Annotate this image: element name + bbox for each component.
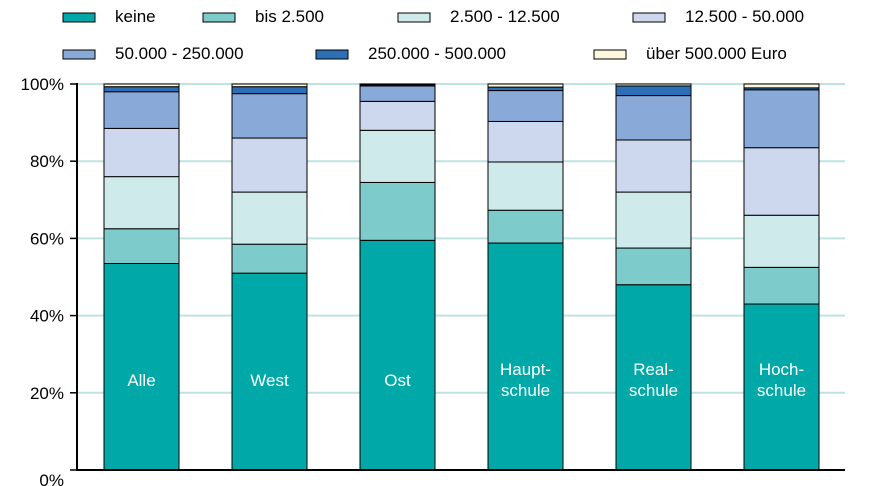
bar-segment bbox=[743, 147, 820, 216]
legend-label: bis 2.500 bbox=[255, 7, 324, 26]
bar-segment bbox=[359, 239, 436, 471]
bar-segment bbox=[615, 191, 692, 249]
bar-segment bbox=[359, 181, 436, 241]
legend-swatch bbox=[62, 49, 96, 60]
bar-segment bbox=[615, 83, 692, 87]
bar-segment bbox=[487, 120, 564, 163]
category-label: schule bbox=[757, 381, 806, 400]
bar-segment bbox=[103, 176, 180, 230]
bar-segment bbox=[103, 127, 180, 178]
legend-label: 2.500 - 12.500 bbox=[450, 7, 560, 26]
legend: keine bis 2.500 2.500 - 12.500 12.500 - 50.… bbox=[62, 7, 804, 63]
legend-swatch bbox=[202, 12, 236, 23]
bar-segment bbox=[487, 90, 564, 122]
bar-segment bbox=[231, 83, 308, 88]
bar-segment bbox=[231, 191, 308, 245]
category-label: Haupt- bbox=[500, 360, 551, 379]
category-label: Alle bbox=[127, 371, 155, 390]
gridlines bbox=[78, 83, 845, 394]
category-label: schule bbox=[501, 381, 550, 400]
legend-swatch bbox=[593, 49, 627, 60]
bar-stack: West bbox=[231, 83, 308, 471]
legend-swatch bbox=[397, 12, 431, 23]
bar-segment bbox=[743, 303, 820, 471]
legend-label: über 500.000 Euro bbox=[646, 44, 787, 63]
y-tick-label: 40% bbox=[30, 307, 64, 326]
bar-segment bbox=[615, 247, 692, 286]
bar-segment bbox=[103, 83, 180, 88]
category-label: Ost bbox=[384, 371, 411, 390]
bar-segment bbox=[103, 228, 180, 264]
bar-segment bbox=[231, 86, 308, 95]
bar-segment bbox=[231, 272, 308, 471]
bar-segment bbox=[103, 86, 180, 93]
bar-segment bbox=[103, 262, 180, 471]
bar-segment bbox=[743, 214, 820, 268]
y-tick-label: 0% bbox=[39, 471, 64, 486]
bar-stack: Real-schule bbox=[615, 83, 692, 471]
legend-swatch bbox=[62, 12, 96, 23]
category-label: Hoch- bbox=[759, 360, 804, 379]
bar-segment bbox=[615, 85, 692, 97]
bar-segment bbox=[615, 139, 692, 193]
legend-swatch bbox=[315, 49, 349, 60]
y-tick-label: 80% bbox=[30, 152, 64, 171]
legend-label: keine bbox=[115, 7, 156, 26]
y-tick-label: 60% bbox=[30, 229, 64, 248]
bar-segment bbox=[103, 91, 180, 129]
legend-label: 12.500 - 50.000 bbox=[685, 7, 804, 26]
bar-segment bbox=[359, 129, 436, 183]
bar-segment bbox=[743, 266, 820, 305]
bar-segment bbox=[231, 93, 308, 139]
bar-segment bbox=[743, 89, 820, 149]
y-tick-label: 100% bbox=[21, 75, 64, 94]
bar-segment bbox=[487, 209, 564, 244]
category-label: schule bbox=[629, 381, 678, 400]
category-label: West bbox=[250, 371, 289, 390]
bar-segment bbox=[487, 242, 564, 471]
bar-segment bbox=[615, 284, 692, 471]
bar-segment bbox=[359, 85, 436, 102]
category-label: Real- bbox=[633, 360, 674, 379]
bar-stack: Hoch-schule bbox=[743, 83, 820, 471]
bar-stack: Ost bbox=[359, 83, 436, 471]
legend-label: 50.000 - 250.000 bbox=[115, 44, 244, 63]
bar-segment bbox=[487, 86, 564, 92]
bar-segment bbox=[231, 243, 308, 274]
bar-segment bbox=[743, 83, 820, 89]
bar-segment bbox=[359, 100, 436, 131]
bars: Alle West OstHaupt-schuleReal-schuleHoch-s… bbox=[103, 83, 820, 471]
bar-segment bbox=[359, 83, 436, 86]
bar-stack: Alle bbox=[103, 83, 180, 471]
bar-segment bbox=[487, 83, 564, 88]
legend-swatch bbox=[632, 12, 666, 23]
bar-segment bbox=[231, 137, 308, 193]
bar-segment bbox=[487, 161, 564, 211]
bar-segment bbox=[615, 95, 692, 141]
y-tick-label: 20% bbox=[30, 384, 64, 403]
bar-stack: Haupt-schule bbox=[487, 83, 564, 471]
legend-label: 250.000 - 500.000 bbox=[368, 44, 506, 63]
y-axis: 0% 20% 40% 60% 80% 100% bbox=[21, 75, 78, 486]
